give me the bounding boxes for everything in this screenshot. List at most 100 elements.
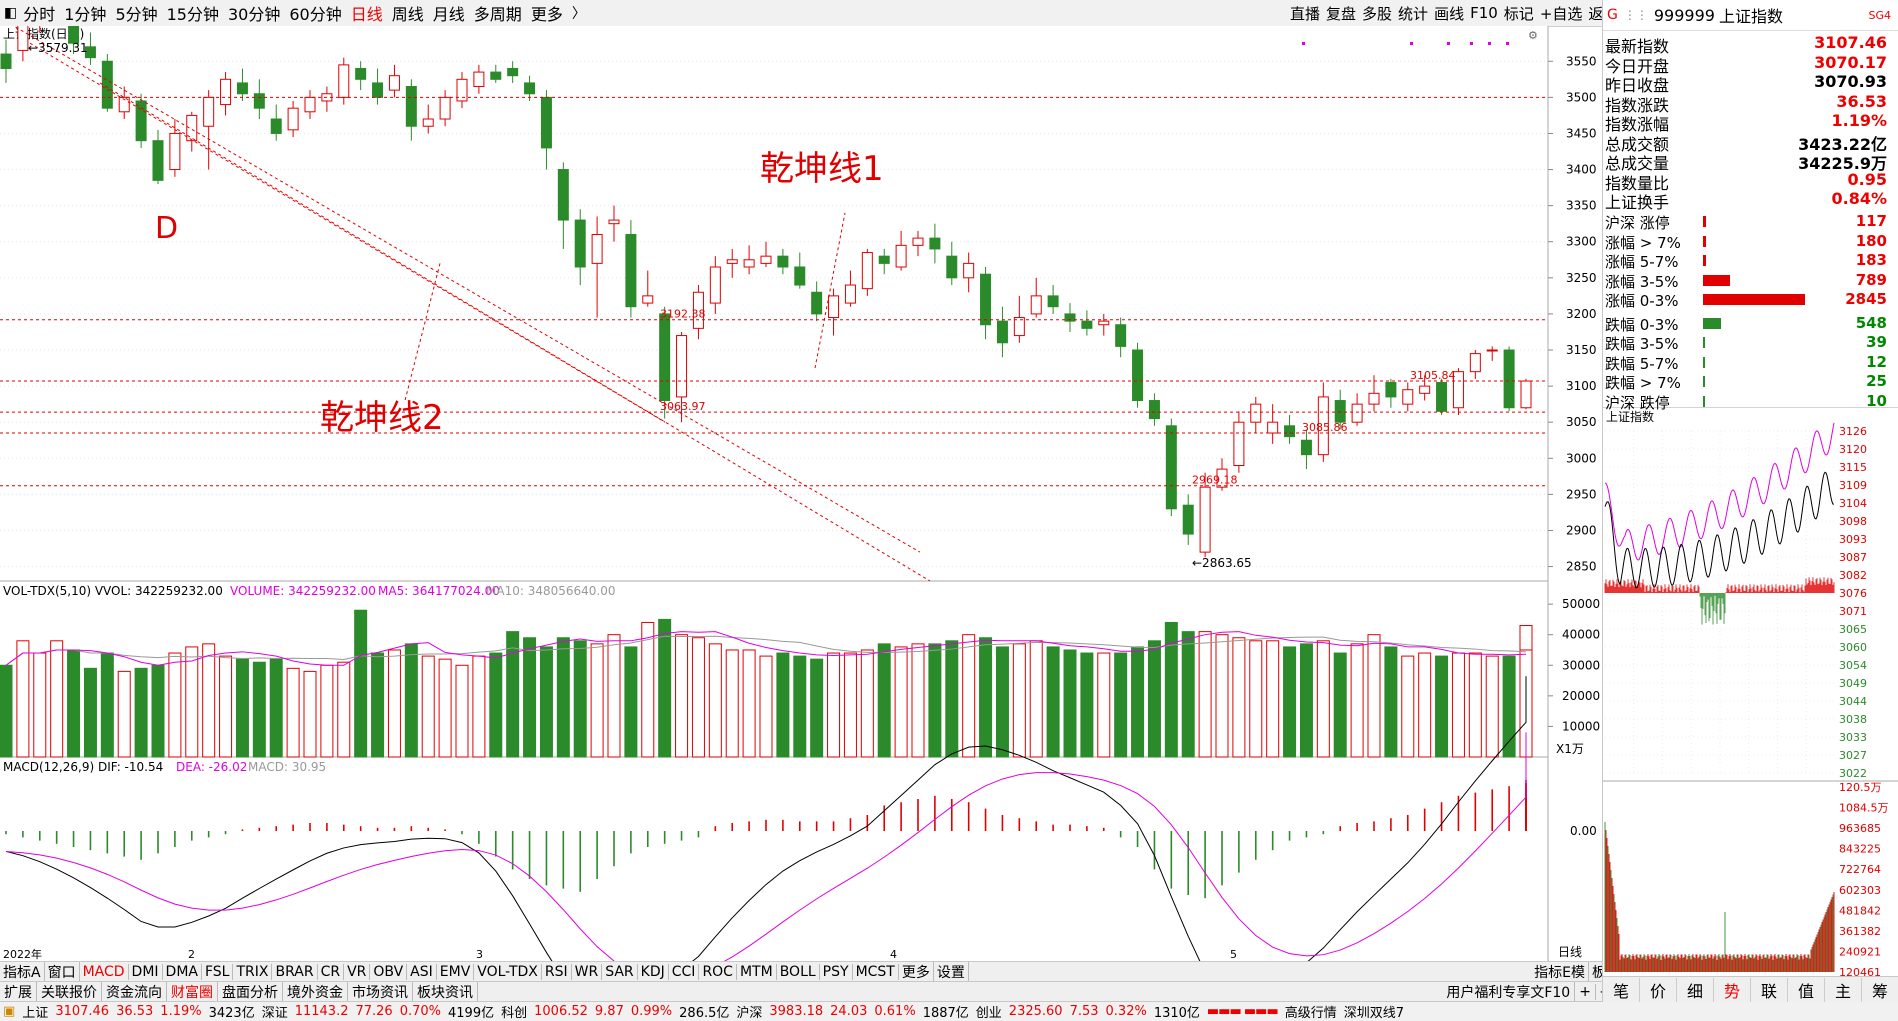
period-tab[interactable]: 5分钟 (115, 5, 158, 24)
price-axis-label: 3100 (1566, 379, 1597, 393)
tool-button[interactable]: 直播 (1290, 4, 1321, 23)
indicator-tab[interactable]: BRAR (272, 964, 318, 980)
candle (203, 90, 215, 170)
info-tab[interactable]: 境外资金 (283, 982, 348, 1002)
index-name[interactable]: 深证 (261, 1006, 288, 1021)
index-amount: 3423亿 (208, 1006, 255, 1021)
candle (1436, 378, 1448, 415)
quote-tab[interactable]: 笔 (1603, 977, 1640, 1002)
index-name[interactable]: 创业 (975, 1006, 1002, 1021)
volume-bar (286, 667, 300, 758)
info-tab[interactable]: 扩展 (0, 982, 37, 1002)
settings-icon[interactable]: ⚙ (1528, 29, 1538, 42)
indicator-tab[interactable]: SAR (602, 964, 638, 980)
quote-tab[interactable]: 筹 (1862, 978, 1898, 1002)
indicator-tab[interactable]: EMV (437, 964, 475, 980)
indicator-tab[interactable]: WR (572, 964, 603, 980)
indicator-tab[interactable]: VR (344, 964, 371, 980)
candle (946, 241, 958, 286)
indicator-tab[interactable]: MCST (853, 964, 899, 980)
status-extra[interactable]: 高级行情 (1284, 1006, 1337, 1021)
quote-tab[interactable]: 主 (1825, 977, 1862, 1002)
indicator-tab[interactable]: PSY (820, 964, 853, 980)
zoom-label[interactable]: 日线 (1558, 945, 1582, 959)
volume-bar (421, 655, 435, 758)
indicator-tab[interactable]: ASI (407, 964, 437, 980)
period-tab[interactable]: 15分钟 (166, 5, 219, 24)
volume-bar (979, 637, 993, 758)
info-tab[interactable]: 关联报价 (37, 982, 102, 1002)
period-tab[interactable]: 月线 (432, 5, 465, 24)
period-tab[interactable]: 30分钟 (228, 5, 281, 24)
period-tab[interactable]: 更多 (530, 5, 563, 24)
quote-tab[interactable]: 联 (1751, 977, 1788, 1002)
zoom-in-button[interactable]: + (1575, 984, 1596, 1000)
candle (1098, 313, 1110, 336)
indicator-tab[interactable]: KDJ (638, 964, 669, 980)
index-name[interactable]: 科创 (501, 1006, 528, 1021)
indicator-tab[interactable]: DMA (163, 964, 202, 980)
indicator-tab[interactable]: BOLL (777, 964, 820, 980)
indicator-tab[interactable]: FSL (202, 964, 234, 980)
quote-tab[interactable]: 值 (1788, 977, 1825, 1002)
quote-key: 指数量比 (1605, 173, 1670, 193)
volume-bar (0, 664, 13, 758)
price-axis-label: 3350 (1566, 199, 1597, 213)
info-tab[interactable]: 财富圈 (167, 982, 218, 1002)
quote-tab[interactable]: 细 (1677, 977, 1714, 1002)
indicator-tab[interactable]: MTM (737, 964, 777, 980)
info-tab[interactable]: 市场资讯 (348, 982, 413, 1002)
volume-bar (354, 609, 368, 758)
quote-tab[interactable]: 价 (1640, 977, 1677, 1002)
index-name[interactable]: 沪深 (736, 1006, 763, 1021)
tool-button[interactable]: 画线 (1434, 4, 1465, 23)
tool-button[interactable]: F10 (1470, 4, 1498, 22)
info-tab[interactable]: 资金流向 (102, 982, 167, 1002)
info-tab[interactable]: 板块资讯 (413, 982, 478, 1002)
quote-value: 3070.93 (1814, 72, 1887, 91)
window-menu-icon[interactable]: ◧ (4, 5, 18, 21)
tool-button[interactable]: 多股 (1362, 4, 1393, 23)
indicator-tab[interactable]: CCI (669, 964, 700, 980)
tool-button[interactable]: 统计 (1398, 4, 1429, 23)
more-arrow-icon[interactable]: 〉 (571, 6, 586, 22)
quote-key: 上证换手 (1605, 193, 1670, 212)
indicator-tab[interactable]: OBV (370, 964, 408, 980)
period-tab[interactable]: 分时 (23, 5, 56, 24)
indicator-tab[interactable]: MACD (80, 964, 129, 980)
volume-bar (1215, 634, 1229, 758)
intraday-chart[interactable]: 上证指数 3126 3120 3115 3109 3104 3098 3093 3087 3082… (1603, 407, 1898, 976)
mini-axis-label: 3060 (1839, 641, 1867, 654)
menu-dots-icon[interactable]: ⋮⋮ (1623, 8, 1648, 22)
indicator-tab[interactable]: ROC (699, 964, 737, 980)
indicator-tab[interactable]: 更多 (899, 962, 934, 982)
indicator-tab[interactable]: VOL-TDX (474, 964, 542, 980)
period-tab[interactable]: 多周期 (473, 5, 522, 24)
indicator-tab[interactable]: CR (318, 964, 345, 980)
news-ticker[interactable]: 用户福利专享文F10 (1442, 982, 1576, 1002)
indicator-right-link[interactable]: 指标E模 (1531, 962, 1589, 982)
quote-tab[interactable]: 势 (1714, 977, 1751, 1002)
period-tab[interactable]: 日线 (350, 5, 383, 24)
tool-button[interactable]: +自选 (1539, 4, 1583, 23)
kline-chart-area[interactable]: 3550350034503400335033003250320031503100… (0, 26, 1602, 961)
index-name[interactable]: 上证 (22, 1006, 49, 1021)
tool-button[interactable]: 标记 (1503, 4, 1534, 23)
period-tab[interactable]: 60分钟 (289, 5, 342, 24)
period-tab[interactable]: 1分钟 (64, 5, 107, 24)
volume-bar (1418, 652, 1432, 758)
candle (1013, 295, 1025, 343)
indicator-tab[interactable]: DMI (129, 964, 163, 980)
candle (507, 61, 519, 83)
indicator-tab[interactable]: RSI (542, 964, 572, 980)
status-extra[interactable]: 深圳双线7 (1343, 1006, 1405, 1021)
period-tab[interactable]: 周线 (391, 5, 424, 24)
indicator-tab[interactable]: 窗口 (45, 962, 80, 982)
indicator-tab[interactable]: 指标A (0, 962, 45, 982)
indicator-tab[interactable]: TRIX (233, 964, 273, 980)
quote-row: 今日开盘 3070.17 (1603, 53, 1893, 76)
info-tab[interactable]: 盘面分析 (218, 982, 283, 1002)
tool-button[interactable]: 复盘 (1326, 4, 1357, 23)
price-axis-label: 3050 (1566, 415, 1597, 429)
indicator-tab[interactable]: 设置 (934, 962, 969, 982)
